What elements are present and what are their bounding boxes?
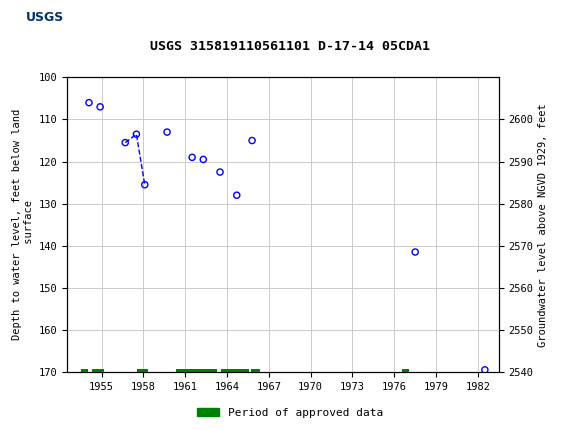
Y-axis label: Groundwater level above NGVD 1929, feet: Groundwater level above NGVD 1929, feet xyxy=(538,103,548,347)
Text: ≡USGS: ≡USGS xyxy=(3,10,63,25)
Point xyxy=(248,137,257,144)
Point xyxy=(96,104,105,111)
Point xyxy=(162,129,172,135)
Bar xyxy=(402,369,409,375)
Bar xyxy=(176,369,216,375)
Text: USGS 315819110561101 D-17-14 05CDA1: USGS 315819110561101 D-17-14 05CDA1 xyxy=(150,40,430,52)
Y-axis label: Depth to water level, feet below land
 surface: Depth to water level, feet below land su… xyxy=(12,109,34,340)
Point xyxy=(140,181,150,188)
Point xyxy=(199,156,208,163)
Bar xyxy=(137,369,148,375)
Legend: Period of approved data: Period of approved data xyxy=(193,403,387,422)
Point xyxy=(480,366,490,373)
Bar xyxy=(3,3,78,32)
Point xyxy=(132,131,141,138)
Point xyxy=(215,169,224,175)
Point xyxy=(232,192,241,199)
Bar xyxy=(92,369,104,375)
Point xyxy=(121,139,130,146)
Bar xyxy=(251,369,260,375)
Point xyxy=(84,99,93,106)
Point xyxy=(187,154,197,161)
Bar xyxy=(221,369,249,375)
Point xyxy=(411,249,420,255)
Text: USGS: USGS xyxy=(26,11,64,24)
Bar xyxy=(81,369,88,375)
